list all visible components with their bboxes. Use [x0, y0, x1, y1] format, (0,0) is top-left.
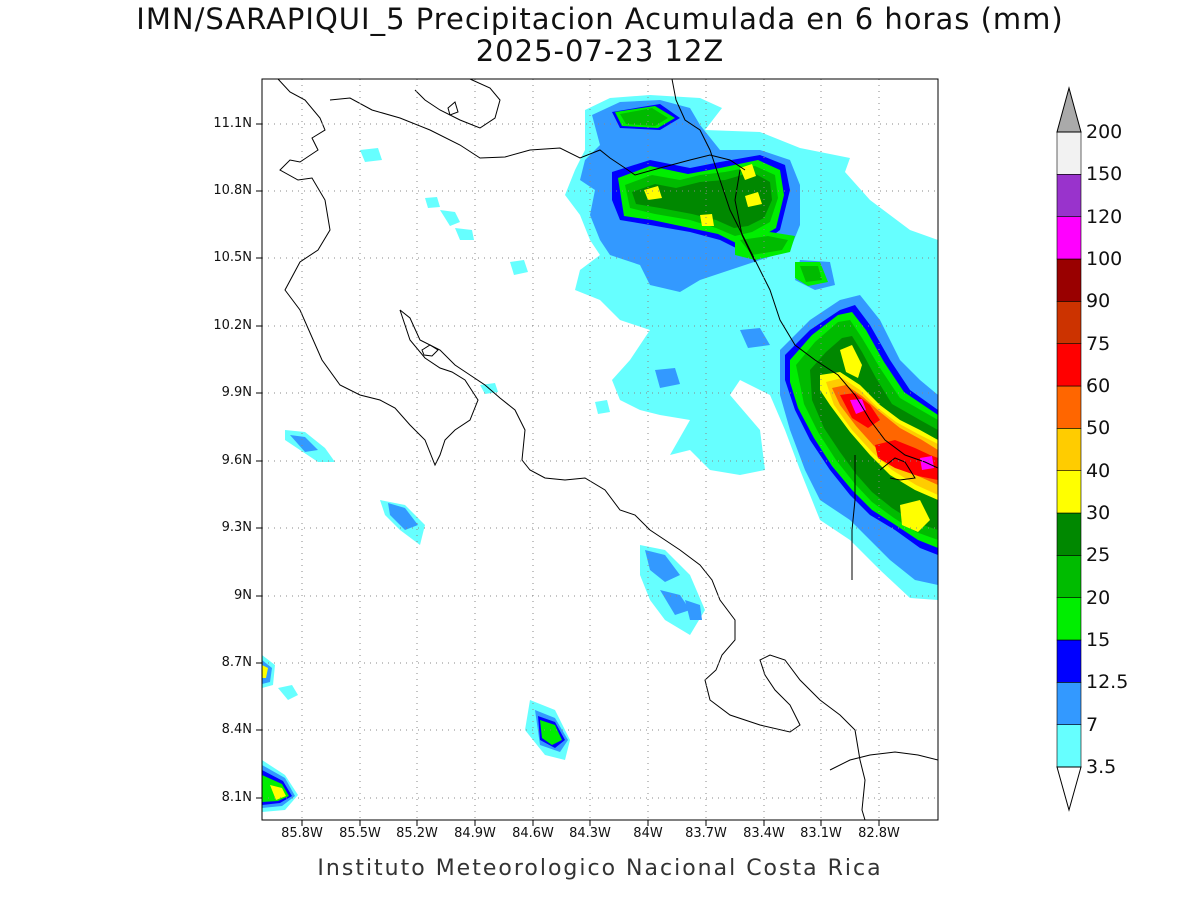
lon-tick-label: 83.1W: [800, 826, 842, 841]
colorbar-label: 25: [1086, 544, 1111, 566]
colorbar-swatch: [1056, 597, 1082, 641]
colorbar-label: 15: [1086, 629, 1111, 651]
colorbar-label: 50: [1086, 417, 1111, 439]
lat-tick-label: 9.9N: [221, 385, 252, 400]
colorbar-swatch: [1056, 216, 1082, 260]
caribbean-coast: [671, 79, 938, 469]
gulf-island: [421, 344, 439, 357]
lon-tick-label: 82.8W: [858, 826, 900, 841]
colorbar-swatch: [1056, 258, 1082, 302]
axis-ticks: [256, 123, 880, 826]
panama-inner-coast: [879, 457, 916, 481]
map-title: IMN/SARAPIQUI_5 Precipitacion Acumulada …: [136, 2, 1064, 36]
colorbar-swatch: [1056, 131, 1082, 175]
nicoya-coast: [399, 309, 866, 820]
colorbar-swatch: [1056, 639, 1082, 683]
colorbar-swatch: [1056, 724, 1082, 768]
lat-tick-label: 8.7N: [221, 655, 252, 670]
colorbar-label: 120: [1086, 206, 1123, 228]
lat-tick-label: 10.8N: [213, 183, 252, 198]
colorbar-label: 7: [1086, 714, 1099, 736]
colorbar-swatch: [1056, 343, 1082, 387]
colorbar: [1056, 86, 1082, 812]
lon-tick-label: 84.3W: [569, 826, 611, 841]
colorbar-label: 3.5: [1086, 756, 1117, 778]
lat-tick-label: 10.2N: [213, 318, 252, 333]
colorbar-swatch: [1056, 174, 1082, 217]
colorbar-swatch: [1056, 682, 1082, 725]
colorbar-bottom-arrow: [1056, 766, 1082, 812]
lon-tick-label: 84.9W: [454, 826, 496, 841]
lat-tick-label: 9N: [234, 588, 252, 603]
lon-tick-label: 84W: [633, 826, 663, 841]
colorbar-swatch: [1056, 470, 1082, 514]
footer-credit: Instituto Meteorologico Nacional Costa R…: [317, 856, 883, 881]
lon-tick-label: 85.5W: [339, 826, 381, 841]
colorbar-label: 75: [1086, 333, 1111, 355]
colorbar-swatch: [1056, 555, 1082, 598]
colorbar-label: 150: [1086, 163, 1123, 185]
lat-tick-label: 11.1N: [213, 116, 252, 131]
lat-tick-label: 8.1N: [221, 790, 252, 805]
island: [447, 101, 459, 116]
colorbar-label: 100: [1086, 248, 1123, 270]
colorbar-top-arrow: [1056, 86, 1082, 133]
colorbar-swatch: [1056, 301, 1082, 344]
north-border: [329, 97, 746, 176]
colorbar-label: 40: [1086, 460, 1111, 482]
precipitation-field: [262, 95, 938, 812]
colorbar-swatch: [1056, 512, 1082, 556]
lon-tick-label: 84.6W: [512, 826, 554, 841]
colorbar-label: 20: [1086, 587, 1111, 609]
lon-tick-label: 85.2W: [396, 826, 438, 841]
south-border: [829, 751, 938, 771]
colorbar-swatch: [1056, 428, 1082, 471]
lon-tick-label: 83.7W: [685, 826, 727, 841]
map-frame: [261, 78, 939, 821]
colorbar-label: 90: [1086, 290, 1111, 312]
coastlines: [277, 79, 938, 820]
lat-tick-label: 10.5N: [213, 250, 252, 265]
map-date: 2025-07-23 12Z: [475, 34, 725, 68]
lon-tick-label: 85.8W: [281, 826, 323, 841]
panama-border: [851, 455, 856, 580]
nic-lake-shore: [414, 79, 501, 129]
border-east: [734, 169, 756, 263]
colorbar-label: 30: [1086, 502, 1111, 524]
lat-tick-label: 9.3N: [221, 520, 252, 535]
colorbar-label: 200: [1086, 121, 1123, 143]
lat-tick-label: 8.4N: [221, 722, 252, 737]
nicaragua-border-coast: [277, 79, 479, 467]
colorbar-label: 60: [1086, 375, 1111, 397]
colorbar-swatch: [1056, 385, 1082, 429]
colorbar-label: 12.5: [1086, 671, 1129, 693]
lat-tick-label: 9.6N: [221, 453, 252, 468]
lon-tick-label: 83.4W: [743, 826, 785, 841]
